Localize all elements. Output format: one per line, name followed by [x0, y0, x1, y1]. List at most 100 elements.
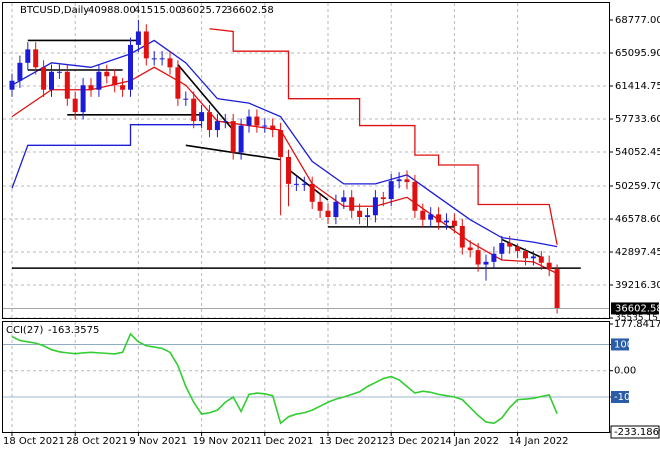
candle-body	[317, 201, 323, 211]
candle-body	[420, 210, 426, 220]
candle-body	[96, 71, 102, 90]
candle-body	[554, 269, 560, 309]
candle-body	[167, 58, 173, 68]
candle-body	[222, 121, 228, 123]
x-tick-label: 9 Nov 2021	[129, 436, 187, 447]
ohlc-close: 36602.58	[226, 5, 274, 16]
candle-body	[230, 121, 236, 153]
ohlc-low: 36025.72	[180, 5, 228, 16]
candle-body	[436, 214, 442, 223]
x-tick-label: 19 Nov 2021	[193, 436, 257, 447]
candle-body	[341, 197, 347, 202]
candle-body	[262, 125, 268, 127]
y-tick-label: 42897.45	[615, 247, 660, 258]
candle-body	[388, 181, 394, 200]
candle-body	[459, 225, 465, 248]
candle-body	[286, 156, 291, 184]
indicator-value: -163.3575	[48, 325, 99, 336]
cci-line	[11, 332, 558, 425]
candle-body	[515, 246, 521, 252]
level-box	[611, 391, 629, 404]
candle-body	[507, 243, 513, 247]
trend-line	[177, 64, 234, 131]
candle-body	[33, 49, 39, 68]
last-price-label: 36602.58	[615, 303, 660, 314]
x-tick-label: 23 Dec 2021	[382, 436, 446, 447]
candle-body	[175, 67, 181, 99]
candle-body	[151, 58, 157, 60]
y-tick-label: 35535.15	[615, 314, 658, 324]
y-tick-label: 46578.60	[615, 214, 660, 225]
x-tick-label: 18 Oct 2021	[3, 436, 65, 447]
candle-body	[246, 116, 252, 126]
candle-body	[88, 85, 94, 90]
y-tick-label: 0.00	[614, 366, 636, 377]
y-tick-label: 39216.30	[615, 280, 660, 291]
candle-body	[499, 243, 505, 254]
candle-body	[293, 183, 299, 185]
candle-body	[380, 197, 386, 200]
candle-body	[467, 247, 473, 251]
candle-body	[333, 201, 339, 218]
y-tick-label: 50259.70	[615, 181, 660, 192]
x-tick-label: 1 Dec 2021	[256, 436, 314, 447]
indicator-line	[209, 28, 558, 245]
candle-body	[207, 112, 212, 131]
trend-line	[501, 238, 542, 259]
x-tick-label: 13 Dec 2021	[319, 436, 383, 447]
candle-body	[475, 250, 481, 265]
candle-body	[41, 67, 47, 90]
y-tick-label: -100	[614, 392, 637, 403]
min-box	[610, 425, 660, 439]
candle-body	[104, 71, 110, 77]
candle-body	[325, 210, 331, 218]
candle-body	[17, 62, 23, 81]
indicator-line	[11, 66, 558, 275]
x-tick-label: 28 Oct 2021	[66, 436, 128, 447]
indicator-line	[11, 124, 202, 189]
candle-body	[254, 116, 260, 126]
plot-area: 18 Oct 2021 28 Oct 2021 9 Nov 2021 19 Nov 2…	[3, 3, 660, 447]
candle-body	[546, 262, 552, 270]
ohlc-open: 40988.00	[88, 5, 136, 16]
y-tick-label: 57733.60	[615, 114, 660, 125]
candle-body	[530, 256, 536, 259]
y-tick-label: 65095.90	[615, 48, 660, 59]
candle-body	[56, 71, 62, 73]
candle-body	[143, 31, 149, 59]
indicator-line	[11, 39, 558, 248]
candle-body	[238, 125, 244, 153]
candle-body	[183, 98, 189, 100]
candle-body	[372, 197, 378, 216]
y-tick-label: 100	[614, 339, 633, 350]
candle-body	[349, 197, 355, 211]
candle-body	[428, 214, 434, 220]
candle-body	[135, 31, 141, 45]
symbol: BTCUSD,Daily	[20, 5, 89, 16]
candle-body	[412, 182, 418, 211]
candle-body	[491, 253, 497, 262]
candle-body	[396, 179, 402, 182]
candle-body	[159, 58, 165, 60]
y-tick-label: 68777.00	[615, 15, 660, 26]
candle-body	[301, 183, 307, 185]
candle-body	[64, 71, 70, 99]
y-tick-label: 61414.75	[615, 81, 660, 92]
candle-body	[49, 71, 54, 90]
price-pane-frame	[2, 2, 610, 319]
candle-body	[444, 220, 449, 223]
candle-body	[120, 85, 126, 90]
candle-body	[523, 251, 528, 259]
y-tick-label: 54052.45	[615, 147, 660, 158]
candle-body	[9, 80, 15, 90]
candle-body	[404, 179, 410, 183]
trend-line	[288, 168, 329, 201]
candle-body	[270, 125, 276, 131]
indicator-name: CCI(27)	[6, 325, 44, 336]
x-tick-label: 14 Jan 2022	[509, 436, 569, 447]
candle-body	[483, 261, 489, 265]
indicator-pane-frame	[2, 321, 610, 433]
candle-body	[214, 121, 220, 131]
